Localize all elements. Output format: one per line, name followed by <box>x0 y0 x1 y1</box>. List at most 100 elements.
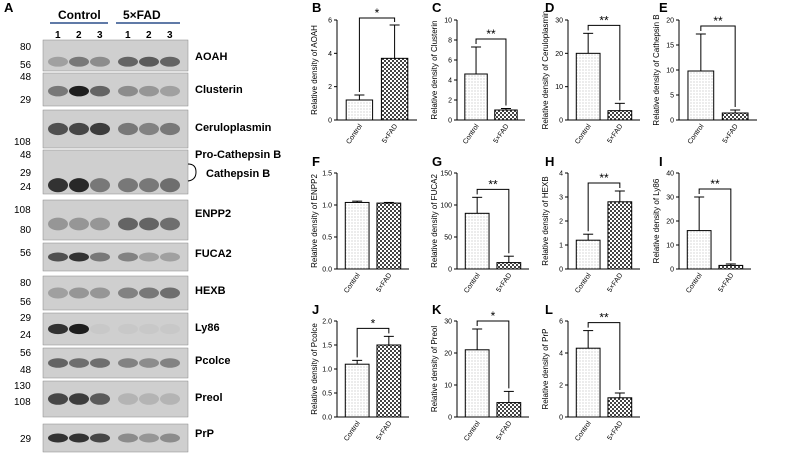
y-tick-label: 0 <box>448 118 452 125</box>
x-tick-label: Control <box>685 272 704 295</box>
significance-bracket <box>476 188 510 254</box>
bar <box>464 212 490 270</box>
blot-label-pcolce: Pcolce <box>195 355 230 367</box>
y-tick-label: 10 <box>555 84 563 91</box>
blot-band <box>69 433 89 443</box>
blot-band <box>139 287 159 299</box>
x-tick-label: 5×FAD <box>606 420 624 442</box>
significance-label: ** <box>488 177 498 191</box>
y-tick-label: 30 <box>666 195 674 202</box>
bar <box>575 52 601 121</box>
mw-marker: 56 <box>20 248 32 259</box>
x-tick-label: 5×FAD <box>495 420 513 442</box>
significance-label: * <box>371 316 376 330</box>
blot-band <box>160 358 180 368</box>
blot-band <box>48 252 68 262</box>
bar <box>718 264 744 270</box>
blot-band <box>160 178 180 193</box>
y-tick-label: 0.5 <box>322 235 332 242</box>
panel-letter: F <box>312 154 320 169</box>
x-tick-label: 5×FAD <box>717 272 735 294</box>
blot-band <box>48 358 68 368</box>
mw-marker: 56 <box>20 60 32 71</box>
bar-chart-d: D 0 10 20 30 Relative density of Ceruloplasmi… <box>541 0 640 146</box>
blot-band <box>160 217 180 231</box>
y-tick-label: 0 <box>448 267 452 274</box>
panel-letter: C <box>432 0 442 15</box>
blot-band <box>139 393 159 405</box>
blot-band <box>139 178 159 193</box>
blot-band <box>90 252 110 262</box>
mw-marker: 108 <box>14 397 31 408</box>
blot-band <box>139 217 159 231</box>
blot-band <box>139 122 159 136</box>
mw-marker: 56 <box>20 348 32 359</box>
y-tick-label: 5 <box>670 93 674 100</box>
bar-chart-e: E 0 5 10 15 20 Relative density of Cathepsin B… <box>652 0 757 146</box>
bar-chart-i: I 0 10 20 30 40 Relative density of Ly86 Contro… <box>652 154 751 295</box>
mw-marker: 29 <box>20 95 32 106</box>
y-axis-label: Relative density of Clusterin <box>430 20 439 119</box>
lane-number: 1 <box>55 30 61 41</box>
y-tick-label: 0.0 <box>322 267 332 274</box>
group-label-5xfad: 5×FAD <box>123 8 161 22</box>
blot-band <box>160 323 180 335</box>
significance-label: * <box>491 309 496 323</box>
blot-band <box>90 122 110 136</box>
blot-band <box>118 358 138 368</box>
x-tick-label: 5×FAD <box>375 272 393 294</box>
blot-band <box>160 85 180 97</box>
y-axis-label: Relative density of Ceruloplasmin <box>541 11 550 130</box>
blot-band <box>118 393 138 405</box>
mw-marker: 80 <box>20 225 32 236</box>
blot-band <box>69 85 89 97</box>
panel-letter: G <box>432 154 442 169</box>
blot-band <box>139 85 159 97</box>
y-tick-label: 10 <box>666 68 674 75</box>
x-tick-label: Control <box>462 123 481 146</box>
y-tick-label: 15 <box>666 43 674 50</box>
y-axis-label: Relative density of HEXB <box>541 176 550 265</box>
blot-band <box>90 287 110 299</box>
y-tick-label: 6 <box>559 319 563 326</box>
bar <box>376 202 402 270</box>
blot-label-aoah: AOAH <box>195 51 227 63</box>
y-tick-label: 0 <box>559 118 563 125</box>
significance-label: ** <box>599 171 609 185</box>
blot-band <box>118 85 138 97</box>
mw-marker: 48 <box>20 72 32 83</box>
blot-band <box>90 56 110 67</box>
y-axis-label: Relative density of PrP <box>541 329 550 410</box>
bar-chart-grid: B 0 2 4 6 Relative density of AOAH Control 5×FA… <box>310 0 757 443</box>
significance-bracket <box>587 182 621 232</box>
blot-label-hexb: HEXB <box>195 285 226 297</box>
y-tick-label: 1.5 <box>322 343 332 350</box>
bar <box>494 109 518 121</box>
significance-label: ** <box>599 311 609 325</box>
blot-band <box>69 178 89 193</box>
blot-label-pro-cathepsin-b: Pro-Cathepsin B <box>195 149 281 161</box>
y-tick-label: 3 <box>559 195 563 202</box>
lane-number: 2 <box>76 30 82 41</box>
mw-marker: 29 <box>20 313 32 324</box>
y-tick-label: 6 <box>328 18 332 25</box>
mw-marker: 80 <box>20 278 32 289</box>
lane-number: 3 <box>167 30 173 41</box>
y-tick-label: 4 <box>328 51 332 58</box>
blot-band <box>118 56 138 67</box>
group-label-control: Control <box>58 8 101 22</box>
y-tick-label: 0 <box>670 118 674 125</box>
x-tick-label: 5×FAD <box>722 123 740 145</box>
mw-marker: 108 <box>14 205 31 216</box>
y-axis-label: Relative density of ENPP2 <box>310 174 319 268</box>
x-tick-label: 5×FAD <box>375 420 393 442</box>
y-tick-label: 2 <box>559 219 563 226</box>
lane-number: 1 <box>125 30 131 41</box>
blot-band <box>90 393 110 405</box>
blot-band <box>90 433 110 443</box>
blot-band <box>160 393 180 405</box>
blot-label-ceruloplasmin: Ceruloplasmin <box>195 122 272 134</box>
